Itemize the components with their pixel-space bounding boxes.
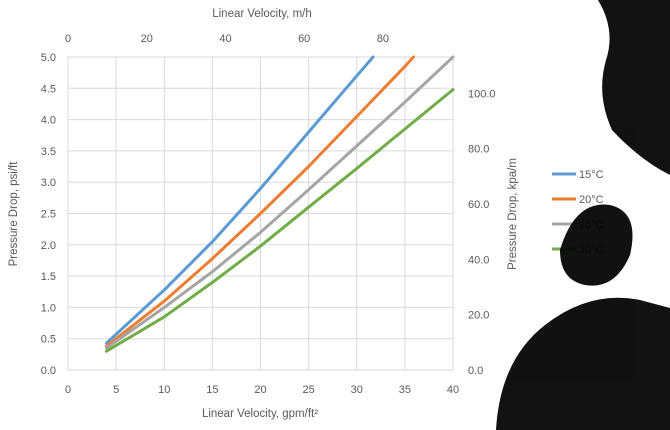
x-tick-label: 25	[303, 384, 315, 396]
x-tick-label: 40	[447, 384, 459, 396]
x-tick-label: 15	[206, 384, 218, 396]
x-tick-label: 30	[351, 384, 363, 396]
series-line-20c	[105, 55, 415, 348]
y-tick-label: 2.5	[41, 209, 56, 221]
watermark-shape-bottom	[496, 297, 670, 430]
y-tick-label: 3.0	[41, 177, 56, 189]
legend-label: 15°C	[579, 169, 604, 181]
series-line-15c	[105, 55, 375, 345]
x2-tick-label: 80	[377, 33, 389, 45]
y-axis-title: Pressure Drop, psi/ft	[8, 161, 20, 267]
y2-tick-label: 80.0	[468, 144, 489, 156]
y-tick-label: 5.0	[41, 52, 56, 64]
y-tick-label: 4.5	[41, 83, 56, 95]
y2-tick-label: 40.0	[468, 254, 489, 266]
x2-axis-title: Linear Velocity, m/h	[212, 8, 312, 20]
x-tick-label: 20	[254, 384, 266, 396]
x2-tick-label: 40	[219, 33, 231, 45]
series-line-30c	[105, 88, 455, 353]
x-tick-label: 35	[399, 384, 411, 396]
grid	[67, 56, 454, 371]
y-tick-label: 4.0	[41, 115, 56, 127]
series-line-25c	[105, 55, 455, 350]
x-axis-title: Linear Velocity, gpm/ft²	[202, 408, 318, 420]
y-tick-label: 1.5	[41, 271, 56, 283]
y-tick-label: 2.0	[41, 240, 56, 252]
x2-tick-label: 60	[298, 33, 310, 45]
x-tick-label: 10	[158, 384, 170, 396]
y2-tick-label: 20.0	[468, 310, 489, 322]
y2-tick-label: 100.0	[468, 88, 496, 100]
series-lines	[105, 55, 455, 353]
watermark-shape-mid	[560, 204, 633, 286]
x-tick-label: 5	[113, 384, 119, 396]
y2-axis-title: Pressure Drop, kpa/m	[507, 158, 519, 270]
x-tick-label: 0	[65, 384, 71, 396]
y-tick-label: 0.5	[41, 334, 56, 346]
y-tick-label: 0.0	[41, 365, 56, 377]
watermark-logo	[496, 0, 670, 430]
y2-tick-label: 0.0	[468, 365, 483, 377]
tick-labels: 0.0 0.5 1.0 1.5 2.0 2.5 3.0 3.5 4.0 4.5 5.0 0 5 10 15 2…	[41, 33, 496, 396]
x2-tick-label: 0	[65, 33, 71, 45]
y2-tick-label: 60.0	[468, 199, 489, 211]
y-tick-label: 3.5	[41, 146, 56, 158]
legend-label: 20°C	[579, 194, 604, 206]
y-tick-label: 1.0	[41, 302, 56, 314]
x2-tick-label: 20	[141, 33, 153, 45]
watermark-shape-right	[598, 0, 670, 175]
